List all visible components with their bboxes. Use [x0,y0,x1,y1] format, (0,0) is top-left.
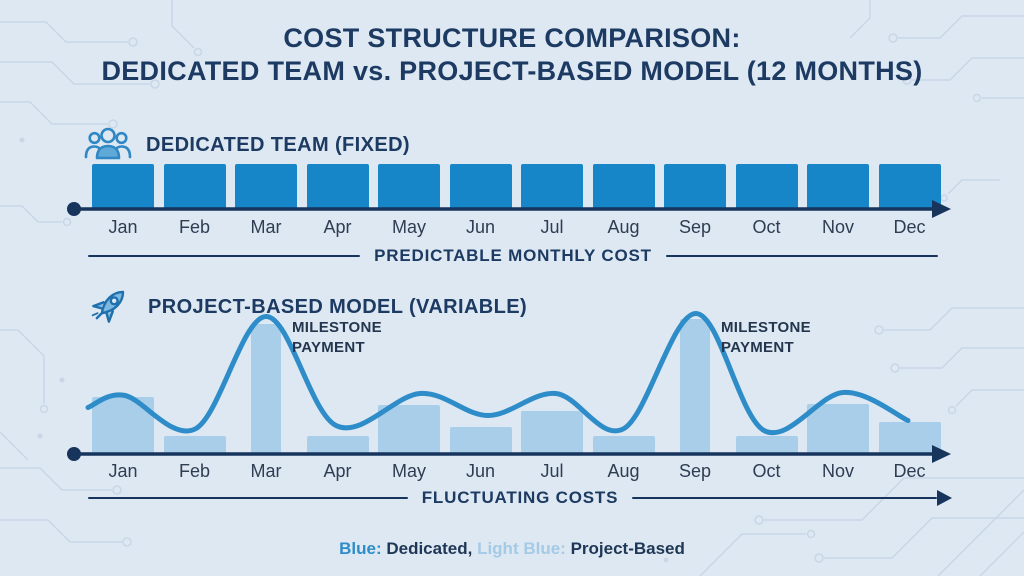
project-month-jun: Jun [465,461,496,481]
dedicated-bar-dec [878,163,941,208]
project-bar-dec [878,421,941,454]
project-month-jul: Jul [540,461,564,481]
dedicated-month-sep: Sep [678,217,712,237]
dedicated-month-nov: Nov [821,217,854,237]
project-month-nov: Nov [821,461,854,481]
dedicated-month-aug: Aug [607,217,640,237]
project-bar-aug [592,435,655,454]
project-month-jan: Jan [108,461,138,481]
dedicated-bar-feb [163,163,226,208]
project-bar-oct [735,435,798,454]
project-bar-apr [306,435,369,454]
project-month-dec: Dec [893,461,926,481]
dedicated-month-jan: Jan [108,217,138,237]
dedicated-month-may: May [391,217,426,237]
title-line-2: DEDICATED TEAM vs. PROJECT-BASED MODEL (… [101,55,923,86]
dedicated-bar-jan [92,163,154,208]
project-bar-feb [163,435,226,454]
page-title: COST STRUCTURE COMPARISON: DEDICATED TEA… [0,22,1024,88]
dedicated-bar-aug [592,163,655,208]
project-month-oct: Oct [752,461,781,481]
dedicated-caption-label: PREDICTABLE MONTHLY COST [374,246,652,265]
caption-arrowhead-icon [937,490,952,506]
dedicated-bar-may [378,163,440,208]
dedicated-axis-caption: PREDICTABLE MONTHLY COST [88,245,938,267]
milestone-annotation-mar: MILESTONE PAYMENT [292,319,382,356]
dedicated-bar-oct [735,163,798,208]
dedicated-bar-mar [235,163,297,208]
dedicated-bar-jul [521,163,583,208]
project-month-mar: Mar [250,461,282,481]
project-axis-caption: FLUCTUATING COSTS [88,487,952,509]
caption-rule-left [88,254,361,258]
project-month-aug: Aug [607,461,640,481]
legend-lightblue-key: Light Blue: [477,539,566,558]
dedicated-bar-jun [449,163,512,208]
legend: Blue: Dedicated, Light Blue: Project-Bas… [0,539,1024,559]
project-bar-mar [251,323,281,454]
project-month-sep: Sep [678,461,712,481]
legend-dedicated-value: Dedicated, [386,539,473,558]
rocket-icon [91,290,125,323]
dedicated-heading: DEDICATED TEAM (FIXED) [146,133,410,156]
dedicated-month-oct: Oct [752,217,781,237]
team-icon [84,127,132,160]
project-bar-sep [680,318,710,454]
project-bar-may [378,404,440,454]
dedicated-month-mar: Mar [250,217,282,237]
milestone-annotation-sep: MILESTONE PAYMENT [721,319,811,356]
dedicated-month-apr: Apr [323,217,352,237]
project-heading: PROJECT-BASED MODEL (VARIABLE) [148,295,528,318]
dedicated-bar-nov [807,163,869,208]
dedicated-month-dec: Dec [893,217,926,237]
project-bar-jan [92,396,154,454]
dedicated-month-jun: Jun [465,217,496,237]
project-month-feb: Feb [178,461,211,481]
dedicated-bar-sep [664,163,726,208]
legend-project-value: Project-Based [570,539,685,558]
caption-rule-arrow [632,490,952,506]
dedicated-section-header: DEDICATED TEAM (FIXED) [84,126,410,164]
project-bar-jun [449,426,512,454]
project-bar-jul [521,410,583,454]
dedicated-month-jul: Jul [540,217,564,237]
dedicated-bar-apr [306,163,369,208]
project-month-may: May [391,461,426,481]
dedicated-month-feb: Feb [178,217,211,237]
project-bar-nov [807,403,869,454]
caption-rule-right [665,254,938,258]
legend-blue-key: Blue: [339,539,382,558]
caption-rule-left [88,496,408,500]
project-caption-label: FLUCTUATING COSTS [421,488,619,507]
title-line-1: COST STRUCTURE COMPARISON: [283,23,741,53]
project-month-apr: Apr [323,461,352,481]
